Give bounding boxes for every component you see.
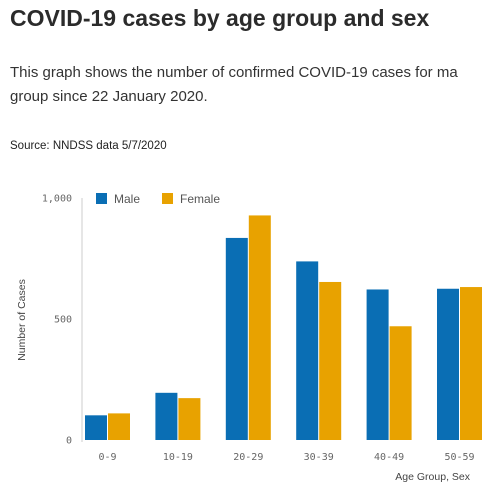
source-note: Source: NNDSS data 5/7/2020 <box>10 140 167 152</box>
x-tick-label: 10-19 <box>163 452 193 463</box>
bar-male-30-39 <box>296 261 319 440</box>
legend-label-female: Female <box>180 192 220 206</box>
legend-swatch-female <box>162 193 173 204</box>
x-tick-label: 20-29 <box>233 452 263 463</box>
x-axis-label: Age Group, Sex <box>395 471 470 483</box>
page-title: COVID-19 cases by age group and sex <box>10 5 430 31</box>
bar-female-40-49 <box>389 326 412 440</box>
bar-male-10-19 <box>155 392 178 440</box>
y-axis-label: Number of Cases <box>16 279 28 361</box>
legend-swatch-male <box>96 193 107 204</box>
bar-male-0-9 <box>85 415 107 440</box>
legend-label-male: Male <box>114 192 140 206</box>
bar-male-40-49 <box>366 289 389 440</box>
y-tick-label: 500 <box>54 315 72 326</box>
bar-chart: 0 500 1,000 Male Female 0-9 10-19 20-29 30-39 4… <box>16 192 482 483</box>
bars <box>85 215 482 440</box>
chart-description: This graph shows the number of confirmed… <box>10 61 490 109</box>
y-tick-label: 0 <box>66 436 72 447</box>
bar-female-50-59 <box>460 287 482 440</box>
bar-female-10-19 <box>178 398 201 440</box>
description-line-1: This graph shows the number of confirmed… <box>10 64 458 81</box>
legend: Male Female <box>96 192 220 206</box>
bar-female-30-39 <box>319 281 342 440</box>
bar-male-50-59 <box>437 288 459 440</box>
x-tick-label: 40-49 <box>374 452 404 463</box>
x-tick-label: 50-59 <box>444 452 474 463</box>
y-axis-ticks: 0 500 1,000 <box>42 194 72 447</box>
bar-female-20-29 <box>248 215 271 440</box>
description-line-2: group since 22 January 2020. <box>10 88 208 105</box>
bar-male-20-29 <box>225 237 248 440</box>
x-axis-ticks: 0-9 10-19 20-29 30-39 40-49 50-59 <box>98 452 474 463</box>
x-tick-label: 30-39 <box>304 452 334 463</box>
y-tick-label: 1,000 <box>42 194 72 205</box>
bar-female-0-9 <box>108 413 130 440</box>
x-tick-label: 0-9 <box>98 452 116 463</box>
